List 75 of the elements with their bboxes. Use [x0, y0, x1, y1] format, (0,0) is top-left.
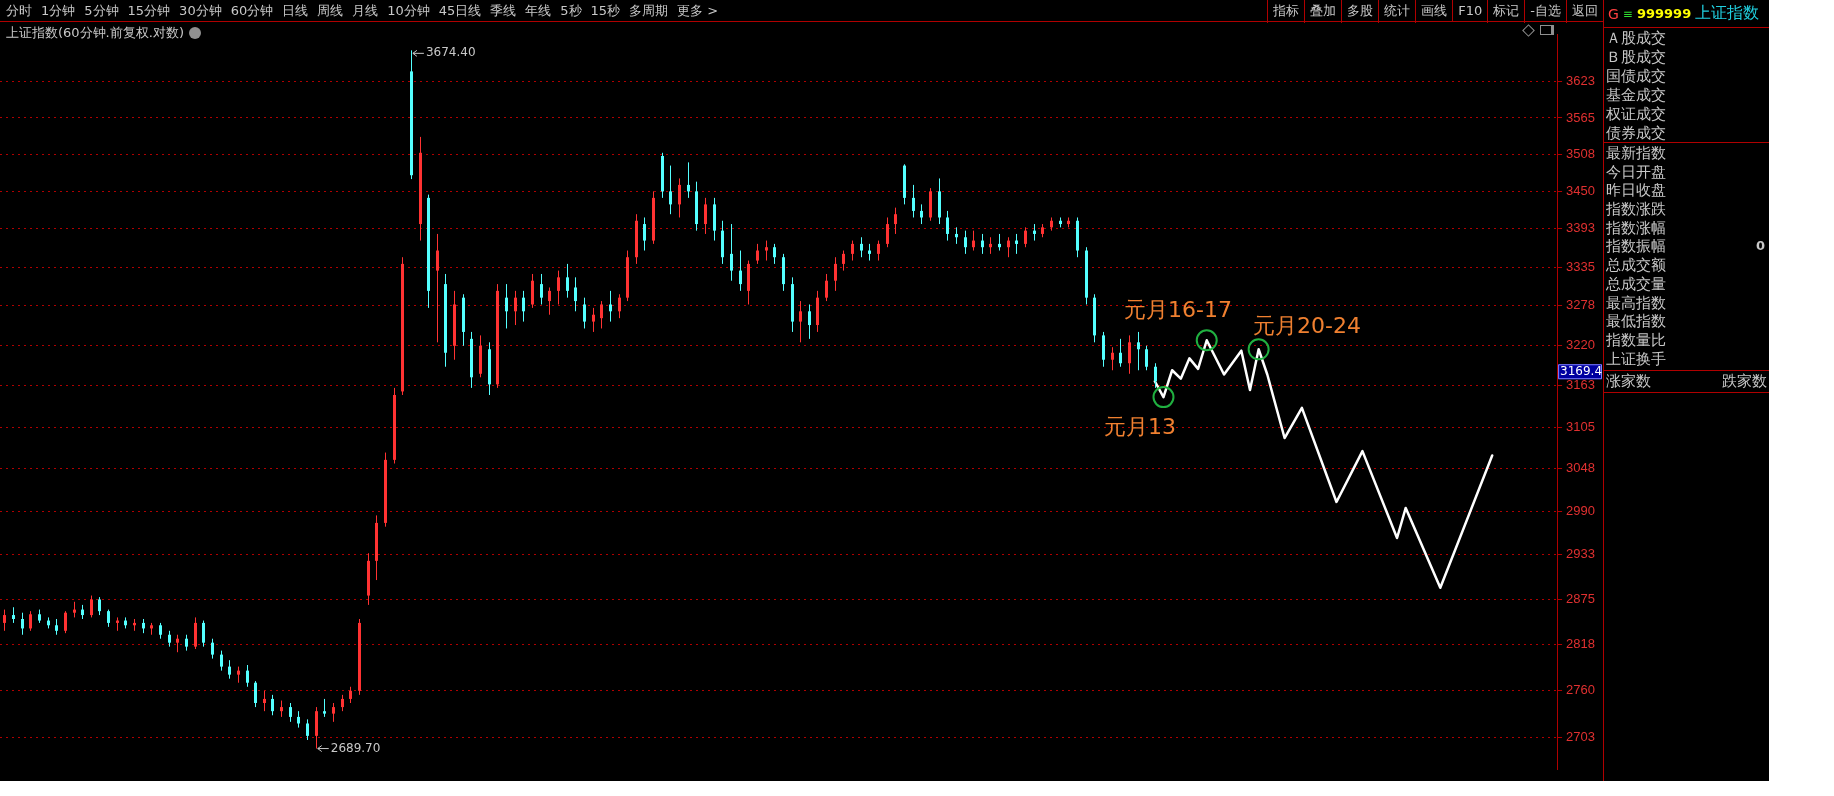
chart-title: 上证指数(60分钟.前复权.对数)	[6, 24, 184, 42]
y-tick-label: 2990	[1566, 503, 1595, 519]
text: 上证换手	[1606, 349, 1667, 369]
y-tick-label: 3048	[1566, 460, 1595, 476]
text: 0	[1755, 237, 1765, 256]
y-tick-label: 3278	[1566, 297, 1595, 313]
text: 指数涨幅	[1606, 218, 1667, 238]
text: 季线	[490, 1, 517, 20]
y-tick-label: 3105	[1566, 418, 1595, 434]
text: 15分钟	[127, 1, 171, 20]
annotation: 2689.70	[330, 740, 381, 755]
text: 15秒	[590, 1, 621, 20]
y-tick-label: 3220	[1566, 337, 1595, 353]
text: 指标	[1267, 0, 1305, 23]
text: 画线	[1415, 0, 1453, 23]
text: 45日线	[438, 1, 482, 20]
text: 更多 >	[677, 1, 719, 20]
text: 债券成交	[1606, 124, 1667, 143]
text: 周线	[317, 1, 344, 20]
y-tick-label: 3393	[1566, 220, 1595, 236]
text: 国债成交	[1606, 67, 1667, 86]
text: 今日开盘	[1606, 162, 1667, 182]
text: 最高指数	[1606, 293, 1667, 313]
text: ≡	[1622, 6, 1633, 21]
text: 日线	[282, 1, 309, 20]
text: 3169.4	[1560, 363, 1603, 378]
y-tick-label: 3565	[1566, 109, 1595, 125]
text: 跌家数	[1722, 372, 1767, 391]
text: 1分钟	[41, 1, 76, 20]
annotation: 3674.40	[425, 45, 476, 60]
text: 多周期	[629, 1, 669, 20]
y-tick-label: 2875	[1566, 591, 1595, 607]
text: F10	[1452, 0, 1488, 21]
y-tick-label: 2760	[1566, 682, 1595, 698]
text: 指数振幅	[1606, 237, 1666, 256]
text: 999999	[1636, 6, 1692, 21]
y-tick-label: 3450	[1566, 182, 1595, 198]
text: 分时	[6, 1, 32, 20]
text: 5秒	[560, 1, 582, 20]
y-tick-label: 2818	[1566, 635, 1595, 651]
text: 叠加	[1304, 0, 1342, 23]
text: G	[1608, 5, 1619, 22]
text: 基金成交	[1606, 86, 1667, 105]
text: 权证成交	[1606, 105, 1667, 124]
y-tick-label: 3163	[1566, 377, 1595, 393]
text: Ａ股成交	[1606, 29, 1667, 48]
text: 涨家数	[1606, 372, 1651, 391]
text: 30分钟	[179, 1, 222, 20]
text: 总成交量	[1606, 274, 1667, 294]
text: 10分钟	[387, 1, 430, 20]
text: -自选	[1524, 0, 1566, 23]
text: 统计	[1378, 0, 1416, 23]
text: 总成交额	[1606, 256, 1667, 275]
text: Ｂ股成交	[1606, 48, 1667, 67]
annotation: 元月13	[1104, 414, 1176, 439]
y-tick-label: 3623	[1566, 73, 1595, 89]
text: 60分钟	[230, 1, 274, 20]
text: 最新指数	[1606, 144, 1667, 163]
y-tick-label: 2703	[1566, 729, 1595, 745]
text: 标记	[1487, 0, 1525, 23]
text: 月线	[352, 1, 379, 20]
text: 年线	[525, 1, 552, 20]
text: 5分钟	[84, 1, 119, 20]
text: 指数涨跌	[1606, 200, 1667, 219]
text: 最低指数	[1606, 312, 1667, 331]
text: 上证指数	[1695, 3, 1760, 24]
text: 返回	[1566, 0, 1603, 23]
y-tick-label: 3508	[1566, 145, 1595, 161]
y-tick-label: 3335	[1566, 258, 1595, 274]
text: 多股	[1341, 0, 1379, 23]
text: 指数量比	[1606, 330, 1667, 350]
y-tick-label: 2933	[1566, 546, 1595, 562]
text: 昨日收盘	[1606, 181, 1667, 201]
annotation: 元月16-17	[1124, 297, 1232, 322]
annotation: 元月20-24	[1253, 313, 1361, 338]
